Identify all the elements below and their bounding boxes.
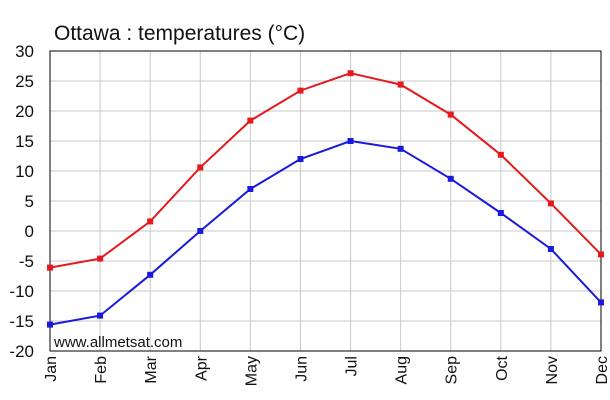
data-point-max [347,70,354,77]
data-series [47,70,604,328]
x-tick-label: Jun [293,356,310,382]
series-line-max [49,72,602,269]
x-tick-label: Oct [494,355,511,380]
x-tick-label: Aug [394,356,411,384]
data-point-min [397,145,404,152]
x-tick-label: Dec [594,356,610,384]
data-point-min [47,321,53,328]
y-tick-label: 10 [15,162,34,181]
data-point-min [147,271,154,278]
y-tick-label: 15 [15,132,34,151]
data-point-min [547,246,554,252]
x-tick-label: Sep [444,356,461,385]
data-point-min [347,138,354,144]
chart-title: Ottawa : temperatures (°C) [54,22,305,45]
plot-frame [49,50,602,352]
data-point-max [447,111,454,118]
data-point-max [47,264,53,271]
y-tick-label: 30 [15,42,34,61]
y-tick-label: -20 [9,342,34,361]
y-tick-label: -5 [19,252,34,271]
data-point-max [297,87,304,94]
data-point-min [297,156,304,162]
x-tick-label: Jan [43,356,60,382]
y-tick-label: 5 [25,192,34,211]
data-point-max [197,164,204,171]
data-point-max [497,151,504,158]
data-point-max [397,81,404,88]
y-tick-label: -10 [9,282,34,301]
data-point-min [598,299,604,306]
data-point-min [497,210,504,216]
data-point-max [547,200,554,207]
x-tick-label: Nov [544,356,561,384]
data-point-min [97,312,104,319]
data-point-min [447,175,454,182]
data-point-max [247,117,254,124]
x-tick-label: May [243,356,260,386]
x-axis-ticks: Jan Feb Mar Apr May Jun Jul Aug Sep Oct Nov Dec [43,355,610,386]
data-point-max [598,251,604,258]
data-point-min [247,186,254,192]
y-tick-label: -15 [9,312,34,331]
y-tick-label: 20 [15,102,34,121]
y-tick-label: 25 [15,72,34,91]
y-tick-label: 0 [25,222,34,241]
series-line-min [49,139,602,326]
watermark: www.allmetsat.com [53,334,182,351]
data-point-min [197,228,204,234]
data-point-max [97,255,104,262]
data-point-max [147,218,154,225]
x-tick-label: Jul [344,356,361,376]
x-tick-label: Feb [93,356,110,384]
y-axis-ticks: 30 25 20 15 10 5 0 -5 -10 -15 -20 [9,42,34,361]
x-tick-label: Apr [193,355,210,381]
grid [50,51,601,351]
x-tick-label: Mar [143,355,160,383]
